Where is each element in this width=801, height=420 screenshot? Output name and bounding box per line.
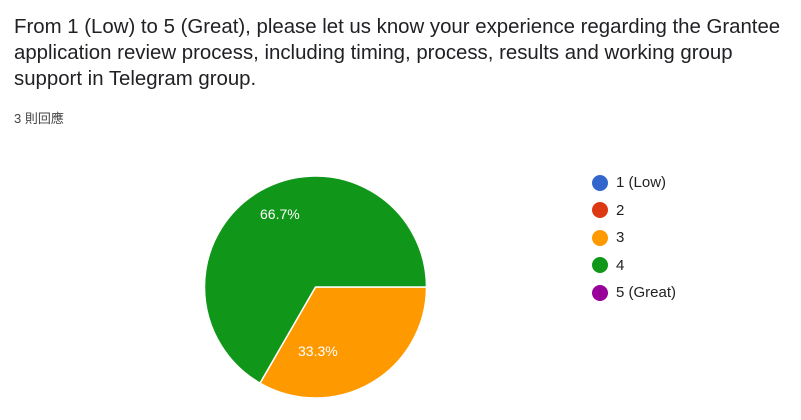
svg-text:33.3%: 33.3% [298, 343, 338, 359]
svg-text:66.7%: 66.7% [260, 206, 300, 222]
